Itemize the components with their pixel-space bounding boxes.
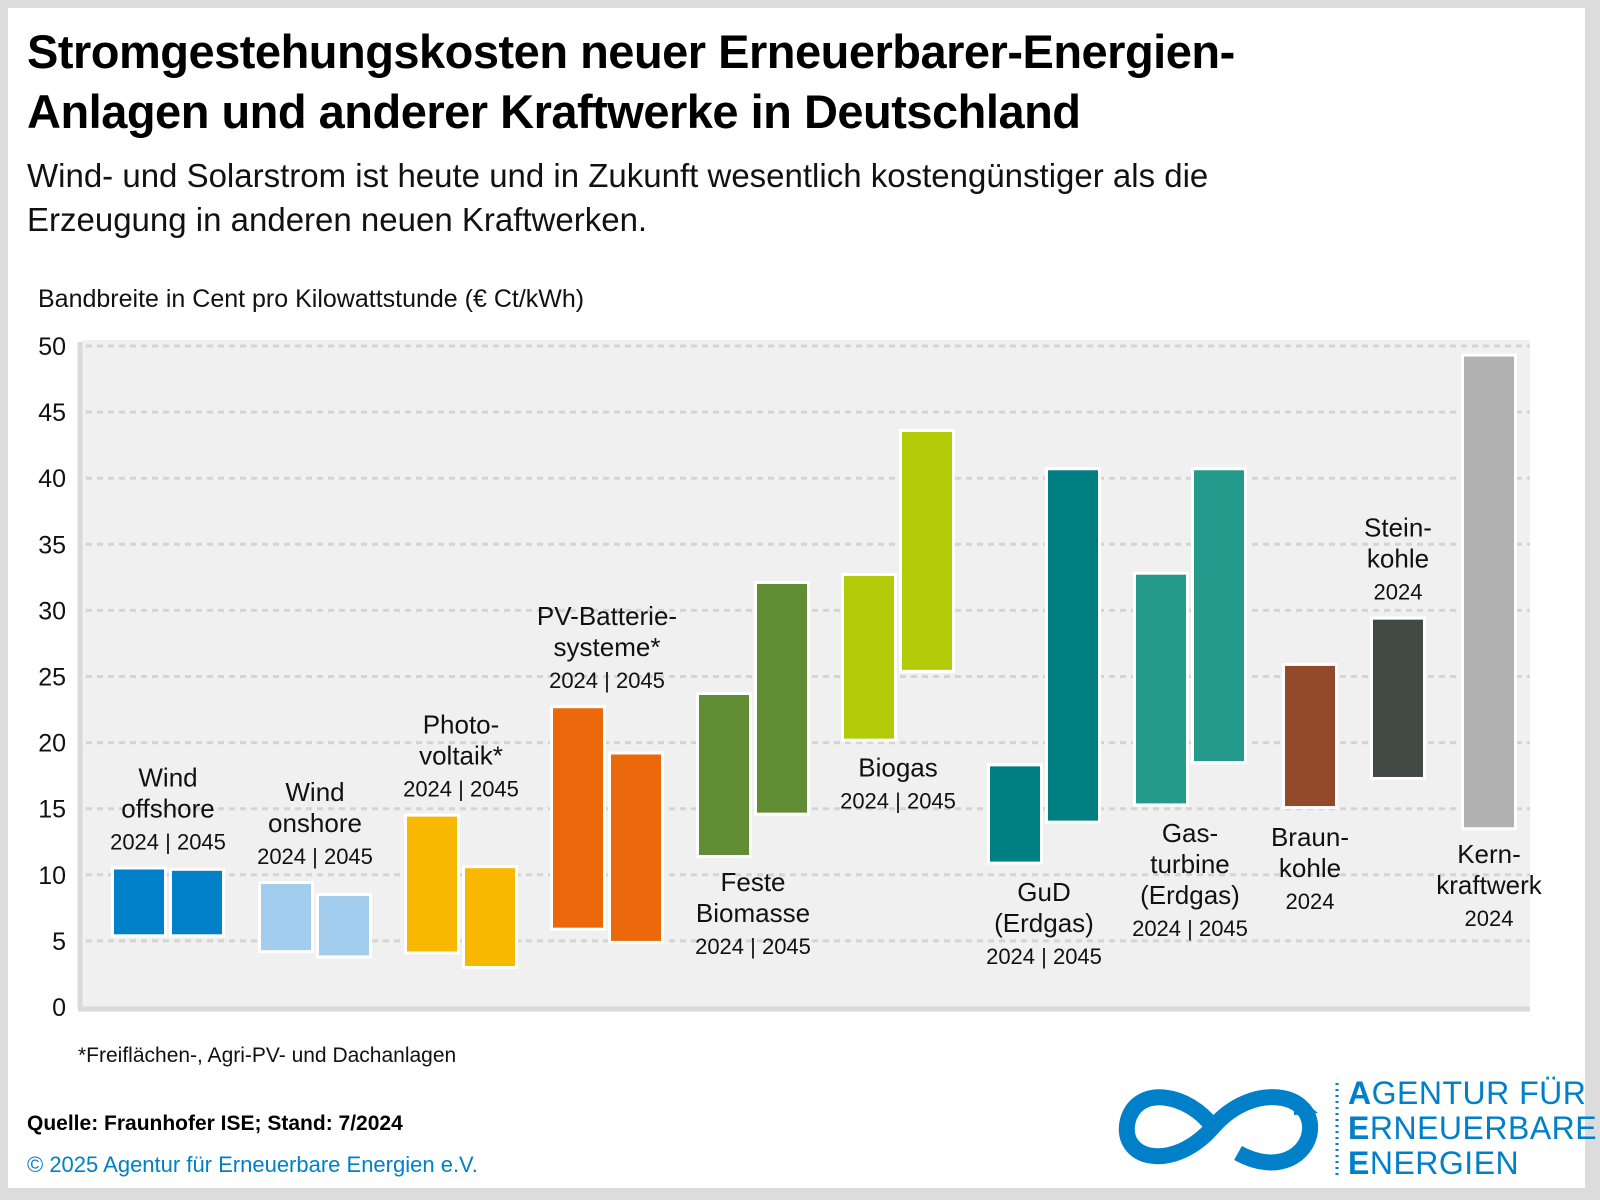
- title-line-1: Stromgestehungskosten neuer Erneuerbarer…: [27, 25, 1235, 78]
- y-tick-label: 40: [38, 465, 66, 493]
- subtitle-line-1: Wind- und Solarstrom ist heute und in Zu…: [27, 157, 1209, 194]
- bar-2024: [1285, 665, 1335, 807]
- year-label: 2024 | 2045: [695, 934, 811, 959]
- infinity-arrow-icon: [1118, 1083, 1339, 1175]
- bar-2045: [1048, 470, 1098, 821]
- bar-2024: [114, 869, 164, 935]
- y-tick-label: 25: [38, 664, 66, 692]
- category-label: Biomasse: [696, 898, 810, 928]
- year-label: 2024 | 2045: [1132, 916, 1248, 941]
- category-label: Wind: [285, 777, 344, 807]
- y-tick-label: 35: [38, 531, 66, 559]
- y-tick-label: 20: [38, 730, 66, 758]
- year-label: 2024 | 2045: [110, 830, 226, 855]
- year-label: 2024 | 2045: [549, 668, 665, 693]
- bar-2045: [172, 870, 222, 935]
- y-tick-label: 50: [38, 333, 66, 361]
- category-label: onshore: [268, 808, 362, 838]
- bar-2024: [553, 708, 603, 928]
- category-label: (Erdgas): [994, 908, 1094, 938]
- y-tick-labels: 0 5 10 15 20 25 30 35 40 45 50: [38, 333, 66, 1022]
- bar-2024: [990, 766, 1040, 862]
- category-label: kohle: [1279, 853, 1341, 883]
- bar-2024: [261, 884, 311, 951]
- category-label: Biogas: [858, 753, 938, 783]
- year-label: 2024: [1374, 580, 1423, 605]
- category-label: systeme*: [554, 632, 661, 662]
- year-label: 2024 | 2045: [986, 944, 1102, 969]
- y-axis-label: Bandbreite in Cent pro Kilowattstunde (€…: [38, 285, 585, 313]
- category-label: PV-Batterie-: [537, 601, 677, 631]
- bar-2024: [1136, 574, 1186, 804]
- y-tick-label: 5: [52, 928, 66, 956]
- year-label: 2024 | 2045: [403, 777, 519, 802]
- bar-2045: [611, 754, 661, 941]
- y-tick-label: 10: [38, 862, 66, 890]
- bar-2024: [699, 695, 749, 855]
- logo-line-2: ERNEUERBARE: [1348, 1111, 1597, 1146]
- category-label: GuD: [1017, 877, 1070, 907]
- source-note: Quelle: Fraunhofer ISE; Stand: 7/2024: [27, 1112, 403, 1135]
- bar-2045: [757, 583, 807, 813]
- category-label: (Erdgas): [1140, 880, 1240, 910]
- bar-2045: [465, 868, 515, 967]
- logo-rest: RNEUERBARE: [1369, 1110, 1598, 1146]
- category-label: Braun-: [1271, 822, 1349, 852]
- category-label: Gas-: [1162, 818, 1218, 848]
- chart-subtitle: Wind- und Solarstrom ist heute und in Zu…: [27, 154, 1567, 242]
- logo-line-1: AGENTUR FÜR: [1348, 1076, 1597, 1111]
- logo-initial: E: [1348, 1110, 1370, 1146]
- category-label: Photo-: [423, 710, 500, 740]
- category-label: Stein-: [1364, 513, 1432, 543]
- category-label: Wind: [138, 763, 197, 793]
- bar-2024: [1464, 356, 1514, 828]
- logo-initial: A: [1348, 1075, 1372, 1111]
- y-tick-label: 0: [52, 994, 66, 1022]
- y-tick-label: 15: [38, 796, 66, 824]
- category-label: Kern-: [1457, 839, 1521, 869]
- y-tick-label: 30: [38, 597, 66, 625]
- footnote: *Freiflächen-, Agri-PV- und Dachanlagen: [78, 1044, 457, 1067]
- bar-2045: [319, 895, 369, 956]
- category-label: kohle: [1367, 544, 1429, 574]
- bar-2024: [407, 816, 457, 952]
- category-label: Feste: [720, 867, 785, 897]
- bars: [111, 353, 1517, 970]
- category-label: turbine: [1150, 849, 1230, 879]
- bar-2024: [1373, 619, 1423, 777]
- logo-rest: GENTUR FÜR: [1371, 1075, 1587, 1111]
- year-label: 2024: [1286, 889, 1335, 914]
- bar-2024: [844, 576, 894, 739]
- year-label: 2024 | 2045: [840, 789, 956, 814]
- logo-wordmark: AGENTUR FÜR ERNEUERBARE ENERGIEN: [1348, 1076, 1597, 1181]
- subtitle-line-2: Erzeugung in anderen neuen Kraftwerken.: [27, 201, 648, 238]
- category-label: voltaik*: [419, 741, 503, 771]
- year-label: 2024 | 2045: [257, 844, 373, 869]
- bar-2045: [902, 431, 952, 670]
- category-label: offshore: [121, 794, 214, 824]
- logo-rest: NERGIEN: [1369, 1145, 1520, 1181]
- logo-initial: E: [1348, 1145, 1370, 1181]
- bar-2045: [1194, 470, 1244, 762]
- logo-line-3: ENERGIEN: [1348, 1146, 1597, 1181]
- y-tick-label: 45: [38, 399, 66, 427]
- copyright-note: © 2025 Agentur für Erneuerbare Energien …: [27, 1152, 478, 1177]
- category-label: kraftwerk: [1436, 870, 1542, 900]
- year-label: 2024: [1465, 906, 1514, 931]
- title-line-2: Anlagen und anderer Kraftwerke in Deutsc…: [27, 85, 1081, 138]
- chart-title: Stromgestehungskosten neuer Erneuerbarer…: [27, 22, 1567, 142]
